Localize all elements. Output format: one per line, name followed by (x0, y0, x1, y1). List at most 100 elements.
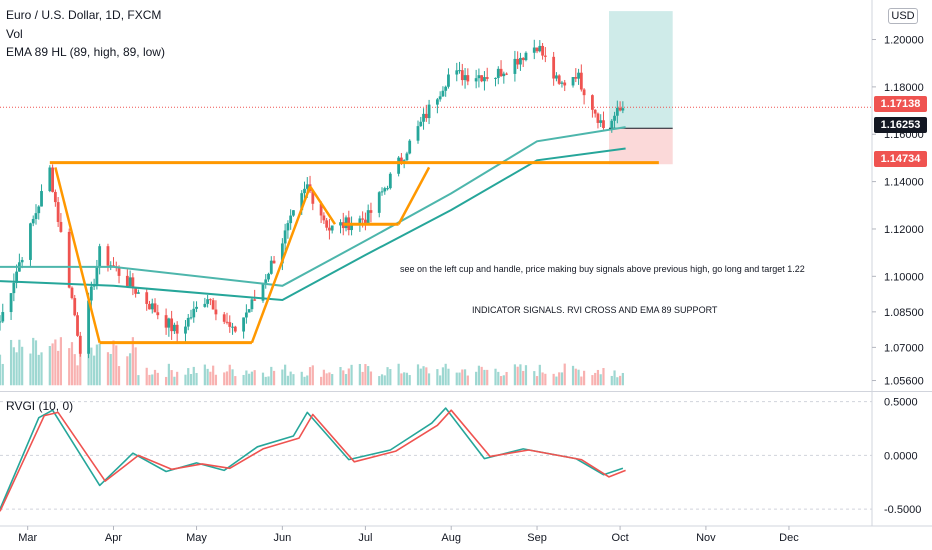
candle-body (211, 300, 215, 310)
volume-bar (303, 376, 306, 386)
candle-body (397, 157, 401, 174)
rvgi-tick-label: -0.5000 (884, 504, 921, 516)
volume-bar (300, 371, 303, 386)
rvgi-tick-label: 0.5000 (884, 397, 918, 409)
candle-body (208, 299, 212, 301)
volume-bar (552, 373, 555, 386)
candle-body (244, 312, 248, 318)
volume-bar (502, 375, 505, 386)
volume-bar (422, 366, 425, 386)
volume-bar (167, 363, 170, 386)
candle-body (29, 223, 32, 260)
candle-body (56, 202, 60, 222)
volume-bar (34, 340, 38, 386)
candle-body (402, 160, 406, 162)
volume-bar (209, 371, 212, 386)
volume-bar (164, 376, 168, 386)
volume-bar (397, 363, 400, 386)
candle-body (117, 267, 121, 276)
volume-bar (32, 337, 35, 386)
volume-bar (225, 371, 229, 386)
candle-body (557, 75, 561, 84)
volume-bar (170, 370, 173, 386)
candle-body (40, 191, 43, 207)
swing-line (54, 167, 101, 343)
volume-bar (261, 372, 265, 386)
volume-bar (134, 347, 137, 386)
candle-body (458, 70, 461, 72)
candle-body (156, 312, 160, 316)
candle-body (12, 282, 16, 294)
candle-body (621, 108, 625, 111)
volume-bar (602, 368, 605, 386)
volume-bar (574, 368, 577, 386)
volume-bar (137, 375, 140, 386)
volume-bar (358, 363, 361, 386)
candle-body (253, 299, 257, 301)
swing-line (308, 185, 337, 225)
candle-body (137, 292, 140, 294)
candle-body (502, 73, 506, 77)
candle-body (95, 266, 99, 286)
volume-bar (270, 366, 273, 386)
candle-body (364, 219, 367, 224)
time-tick-label: Jul (358, 532, 372, 544)
currency-button[interactable]: USD (888, 8, 918, 24)
volume-bar (441, 367, 445, 386)
volume-bar (267, 376, 270, 386)
volume-bar (48, 346, 51, 386)
candle-body (131, 277, 135, 288)
volume-bar (364, 364, 367, 386)
candle-body (153, 303, 157, 313)
candle-body (53, 191, 57, 203)
candle-body (311, 190, 315, 204)
candle-body (170, 318, 174, 332)
candle-body (579, 72, 583, 90)
candle-body (59, 221, 63, 232)
volume-bar (189, 374, 193, 386)
volume-bar (248, 373, 251, 386)
volume-bar (9, 339, 13, 386)
candle-body (380, 191, 384, 193)
entry-price-badge: 1.16253 (874, 117, 927, 133)
volume-bar (131, 337, 134, 386)
price-tick-label: 1.18000 (884, 82, 924, 94)
volume-bar (95, 344, 98, 386)
candle-body (247, 309, 251, 313)
candle-body (408, 140, 412, 154)
volume-bar (466, 375, 469, 386)
candle-body (73, 298, 77, 316)
volume-bar (272, 370, 276, 386)
volume-bar (563, 363, 566, 386)
candle-body (483, 77, 486, 82)
volume-bar (153, 369, 157, 386)
volume-bar (486, 369, 489, 386)
volume-bar (480, 366, 483, 386)
volume-bar (497, 371, 500, 386)
price-tick-label: 1.07000 (884, 342, 924, 354)
candle-body (264, 279, 268, 283)
candle-body (70, 287, 74, 299)
candle-body (9, 293, 13, 313)
volume-bar (400, 373, 403, 386)
volume-bar (427, 373, 431, 386)
volume-bar (325, 373, 328, 386)
candle-body (361, 218, 365, 220)
time-tick-label: Oct (612, 532, 629, 544)
candle-body (272, 260, 276, 264)
candle-body (300, 193, 304, 211)
ema89-high-line (0, 126, 626, 287)
volume-bar (367, 366, 370, 386)
volume-bar (195, 372, 198, 386)
candle-body (228, 322, 232, 327)
volume-bar (129, 353, 132, 386)
candle-body (577, 72, 580, 79)
candle-body (76, 315, 79, 336)
time-tick-label: Mar (18, 532, 37, 544)
candle-body (388, 173, 392, 189)
volume-bar (286, 375, 289, 386)
candle-body (593, 109, 597, 114)
candle-body (325, 220, 329, 228)
volume-bar (416, 364, 420, 386)
